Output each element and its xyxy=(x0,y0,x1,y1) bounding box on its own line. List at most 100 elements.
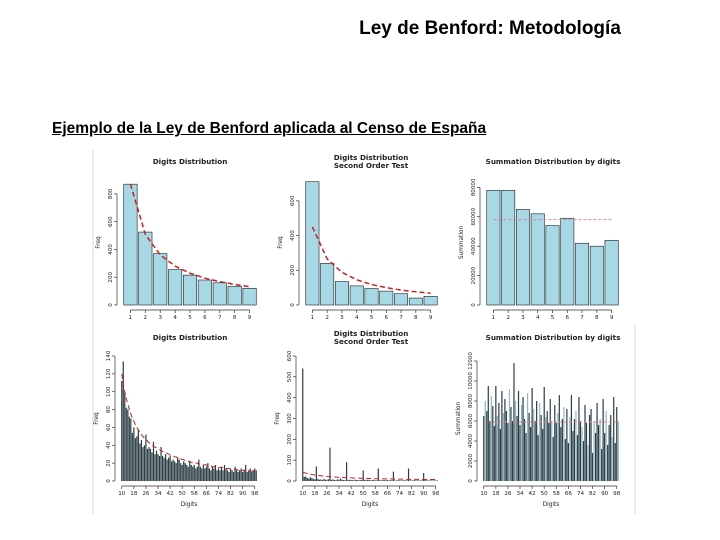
x-tick-label: 1 xyxy=(129,315,133,321)
bar xyxy=(407,468,410,481)
bar xyxy=(160,447,162,481)
bar xyxy=(323,478,325,481)
x-tick-label: 66 xyxy=(565,491,573,497)
bar xyxy=(608,425,610,481)
y-axis-label: Freq xyxy=(275,412,281,425)
bar xyxy=(166,459,168,481)
bar xyxy=(430,480,432,482)
bar xyxy=(601,449,603,481)
bar xyxy=(342,479,345,481)
chart-title: Digits Distribution xyxy=(153,157,228,166)
y-tick-label: 80 xyxy=(106,406,112,414)
bar xyxy=(388,480,390,482)
x-tick-label: 42 xyxy=(167,491,174,497)
bar xyxy=(364,479,366,481)
x-axis-label: Digits xyxy=(543,502,560,508)
x-axis-label: Digits xyxy=(181,502,198,508)
bar xyxy=(489,421,491,481)
bar xyxy=(355,479,357,481)
bar xyxy=(314,479,316,481)
x-tick-label: 50 xyxy=(360,491,368,497)
bar xyxy=(232,472,235,481)
x-tick-label: 10 xyxy=(299,491,307,497)
bar xyxy=(246,472,248,481)
bar xyxy=(186,464,188,481)
bar xyxy=(496,416,498,481)
bar xyxy=(175,463,177,481)
bar xyxy=(228,472,230,481)
y-tick-label: 20000 xyxy=(471,266,477,284)
bar xyxy=(133,427,135,481)
bar xyxy=(199,466,201,481)
bar xyxy=(534,421,536,481)
bar xyxy=(309,477,311,481)
y-axis-label: Summation xyxy=(456,402,462,436)
bar xyxy=(341,479,343,481)
y-tick-label: 0 xyxy=(106,479,112,483)
bar xyxy=(486,411,488,481)
bar xyxy=(558,395,560,481)
bar xyxy=(563,407,565,481)
bar xyxy=(383,480,385,481)
bar xyxy=(303,476,305,481)
bar xyxy=(581,427,583,481)
bar xyxy=(223,464,226,481)
bar xyxy=(177,457,179,481)
bar xyxy=(195,468,197,481)
bar xyxy=(373,479,375,481)
bar xyxy=(196,466,198,481)
bar xyxy=(178,459,180,481)
x-tick-label: 5 xyxy=(188,315,192,321)
bar xyxy=(427,480,429,482)
bar xyxy=(566,409,568,481)
x-tick-label: 74 xyxy=(396,491,404,497)
bar xyxy=(321,479,324,481)
bar xyxy=(486,189,501,306)
expected-line xyxy=(302,471,438,481)
x-tick-label: 26 xyxy=(142,491,150,497)
chart-panel-3: Summation Distribution by digits 0 20000 40… xyxy=(459,157,620,321)
bar xyxy=(594,433,597,481)
bar xyxy=(493,426,495,481)
x-tick-label: 4 xyxy=(173,315,177,321)
bar xyxy=(225,468,227,481)
y-tick-label: 300 xyxy=(287,413,293,424)
bar xyxy=(214,464,217,481)
bar xyxy=(180,463,182,481)
bar xyxy=(358,480,360,481)
x-tick-label: 5 xyxy=(370,315,374,321)
bar xyxy=(501,391,503,481)
bar xyxy=(564,439,566,481)
bar xyxy=(308,478,310,481)
x-tick-label: 10 xyxy=(480,491,488,497)
bar xyxy=(533,409,535,481)
bar xyxy=(242,472,244,481)
bar xyxy=(423,296,438,306)
bar xyxy=(198,459,200,481)
y-tick-label: 0 xyxy=(287,479,293,483)
y-tick-label: 400 xyxy=(290,230,296,241)
bar xyxy=(598,425,600,481)
bar xyxy=(335,480,337,481)
chart-panel-1: Digits Distribution 0 200 400 600 800 Freq 1 2 3 4… xyxy=(96,157,257,321)
bar xyxy=(217,468,220,481)
x-tick-label: 3 xyxy=(340,315,344,321)
x-tick-label: 90 xyxy=(601,491,609,497)
bar xyxy=(237,472,239,481)
bar xyxy=(183,461,185,481)
bar xyxy=(248,470,250,481)
bar xyxy=(376,480,378,482)
bar xyxy=(168,269,183,306)
bar xyxy=(611,437,613,481)
bar xyxy=(243,470,245,481)
bar xyxy=(400,480,402,482)
x-tick-label: 42 xyxy=(348,491,355,497)
bar xyxy=(367,479,369,481)
bar xyxy=(576,435,579,481)
x-tick-label: 34 xyxy=(154,491,162,497)
bar xyxy=(158,456,161,481)
expected-line xyxy=(121,373,257,473)
bar xyxy=(516,416,518,481)
bar xyxy=(408,297,423,306)
bar xyxy=(234,466,236,481)
